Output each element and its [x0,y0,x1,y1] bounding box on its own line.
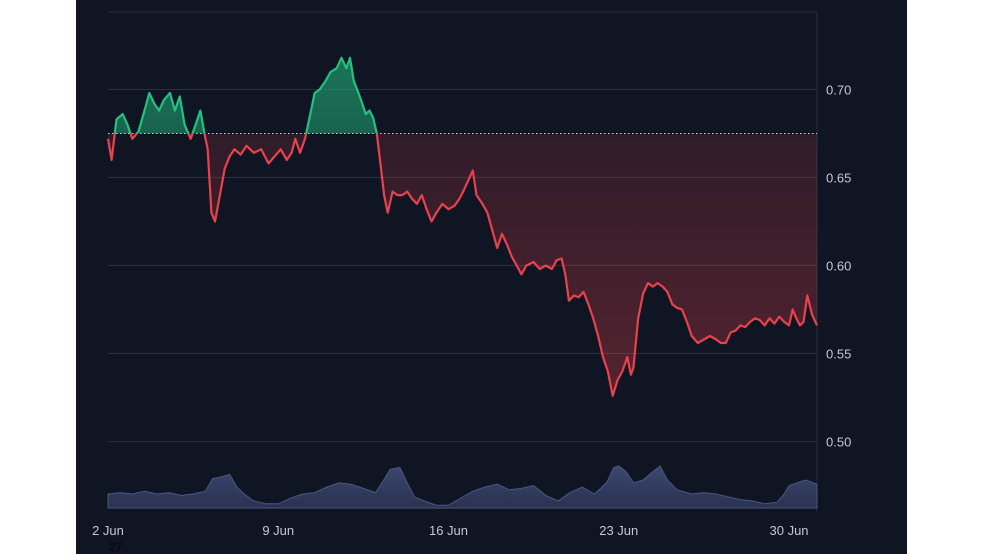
price-line-loss [106,133,818,397]
chart-panel: 0.70 0.65 0.60 0.55 0.50 2 Jun 9 Jun 16 Jun 23 … [76,0,907,554]
price-fills [108,57,817,396]
x-tick-label-1: 9 Jun [262,523,294,538]
x-tick-label-2: 16 Jun [429,523,468,538]
x-tick-label-3: 23 Jun [599,523,638,538]
y-tick-label-2: 0.60 [826,259,851,274]
loss-fill [108,133,817,396]
stray-label: 27 [109,540,123,554]
y-tick-label-1: 0.65 [826,170,851,185]
volume-area [107,465,818,509]
x-axis-ticks: 2 Jun 9 Jun 16 Jun 23 Jun 30 Jun [92,523,808,538]
y-tick-label-4: 0.50 [826,435,851,450]
price-chart: 0.70 0.65 0.60 0.55 0.50 2 Jun 9 Jun 16 Jun 23 … [92,11,851,538]
volume-area-path [107,465,818,509]
x-tick-label-4: 30 Jun [770,523,809,538]
y-tick-label-3: 0.55 [826,347,851,362]
y-axis-ticks: 0.70 0.65 0.60 0.55 0.50 [826,82,851,449]
x-tick-label-0: 2 Jun [92,523,124,538]
grid-lines [108,11,818,512]
price-lines [106,56,818,397]
y-tick-label-0: 0.70 [826,82,851,97]
